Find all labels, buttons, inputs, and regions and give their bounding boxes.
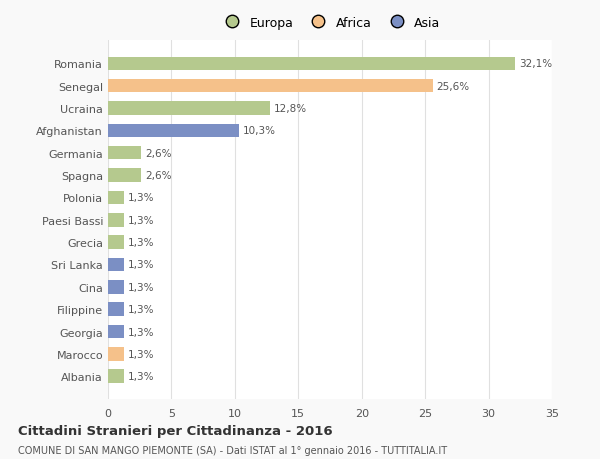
Text: 1,3%: 1,3% xyxy=(128,349,155,359)
Bar xyxy=(108,280,124,294)
Text: 10,3%: 10,3% xyxy=(242,126,275,136)
Bar xyxy=(108,80,433,93)
Text: 1,3%: 1,3% xyxy=(128,327,155,337)
Bar xyxy=(108,124,239,138)
Text: 12,8%: 12,8% xyxy=(274,104,307,114)
Text: 1,3%: 1,3% xyxy=(128,193,155,203)
Bar xyxy=(108,369,124,383)
Bar xyxy=(108,57,515,71)
Text: 32,1%: 32,1% xyxy=(519,59,552,69)
Text: 1,3%: 1,3% xyxy=(128,260,155,270)
Text: 1,3%: 1,3% xyxy=(128,371,155,381)
Text: 1,3%: 1,3% xyxy=(128,304,155,314)
Bar xyxy=(108,213,124,227)
Text: Cittadini Stranieri per Cittadinanza - 2016: Cittadini Stranieri per Cittadinanza - 2… xyxy=(18,425,332,437)
Bar xyxy=(108,102,271,116)
Bar xyxy=(108,325,124,338)
Text: COMUNE DI SAN MANGO PIEMONTE (SA) - Dati ISTAT al 1° gennaio 2016 - TUTTITALIA.I: COMUNE DI SAN MANGO PIEMONTE (SA) - Dati… xyxy=(18,445,447,455)
Bar xyxy=(108,303,124,316)
Bar xyxy=(108,191,124,205)
Text: 25,6%: 25,6% xyxy=(437,82,470,91)
Bar xyxy=(108,258,124,272)
Text: 2,6%: 2,6% xyxy=(145,171,171,181)
Bar xyxy=(108,169,141,182)
Legend: Europa, Africa, Asia: Europa, Africa, Asia xyxy=(215,12,445,35)
Bar xyxy=(108,147,141,160)
Text: 2,6%: 2,6% xyxy=(145,148,171,158)
Text: 1,3%: 1,3% xyxy=(128,215,155,225)
Bar xyxy=(108,347,124,361)
Bar xyxy=(108,236,124,249)
Text: 1,3%: 1,3% xyxy=(128,282,155,292)
Text: 1,3%: 1,3% xyxy=(128,238,155,247)
